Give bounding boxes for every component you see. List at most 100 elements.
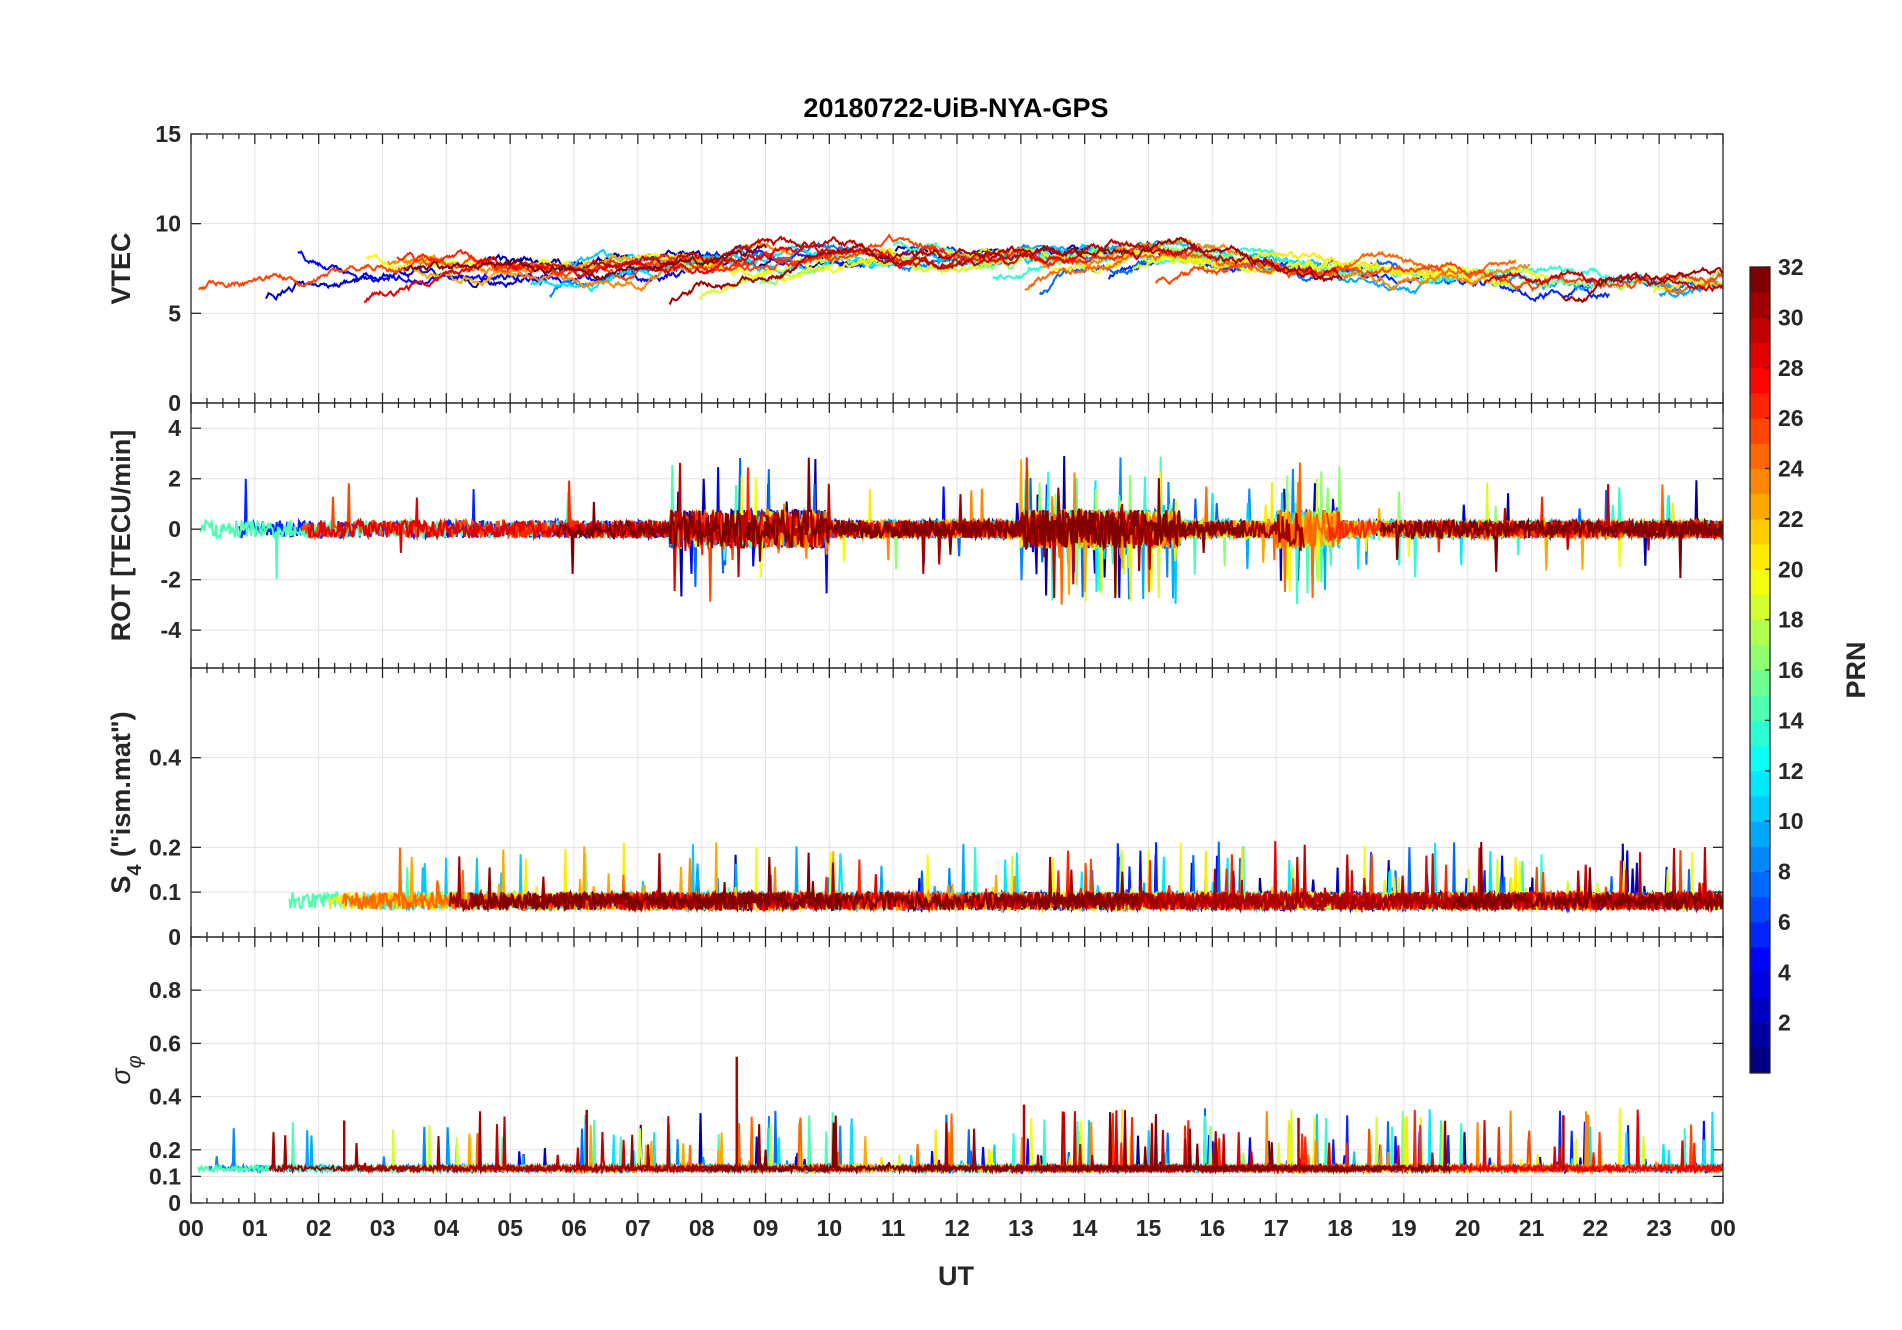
x-tick-label: 22: [1583, 1215, 1609, 1241]
colorbar-label: PRN: [1841, 641, 1871, 698]
x-tick-label: 18: [1327, 1215, 1353, 1241]
colorbar-band: [1750, 846, 1770, 872]
x-tick-label: 02: [306, 1215, 332, 1241]
x-tick-label: 08: [689, 1215, 715, 1241]
panel-s4: 0 0.1 0.2 0.4S4 ("ism.mat"): [106, 667, 1724, 950]
colorbar-tick-label: 6: [1778, 909, 1791, 935]
x-tick-label: 04: [434, 1215, 460, 1241]
y-tick-label: 4: [168, 415, 181, 441]
colorbar-band: [1750, 619, 1770, 646]
colorbar-band: [1750, 871, 1770, 898]
colorbar-tick-label: 8: [1778, 859, 1791, 885]
series-line-prn-32: [699, 1110, 1452, 1175]
series-sigma: [197, 1056, 1723, 1176]
colorbar-band: [1750, 569, 1770, 595]
y-tick-label: 10: [155, 211, 181, 237]
series-line-prn-32: [555, 457, 1245, 599]
series-line-prn-32: [1452, 841, 1723, 913]
x-tick-label: 14: [1072, 1215, 1098, 1241]
colorbar-band: [1750, 972, 1770, 998]
colorbar-band: [1750, 367, 1770, 394]
colorbar-band: [1750, 493, 1770, 520]
series-line-prn-31: [668, 236, 1343, 306]
y-tick-label: 0.4: [149, 1084, 181, 1110]
x-tick-label: 16: [1200, 1215, 1226, 1241]
y-tick-label: 0.1: [149, 1163, 181, 1189]
colorbar-tick-label: 28: [1778, 355, 1804, 381]
y-tick-label: 5: [168, 300, 181, 326]
series-line-prn-32: [469, 852, 1139, 913]
x-tick-label: 13: [1008, 1215, 1034, 1241]
x-tick-label: 07: [625, 1215, 651, 1241]
x-tick-label: 05: [497, 1215, 523, 1241]
x-tick-label: 17: [1263, 1215, 1289, 1241]
chart-title: 20180722-UiB-NYA-GPS: [803, 93, 1108, 123]
colorbar-tick-label: 26: [1778, 405, 1804, 431]
panel-rot: -4 -2 0 2 4 ROT [TECU/min]: [106, 402, 1724, 669]
x-tick-label: 12: [944, 1215, 970, 1241]
series-rot: [199, 455, 1723, 605]
x-tick-label: 03: [370, 1215, 396, 1241]
x-ticks-s4: [190, 668, 1724, 937]
series-line-prn-31: [1561, 266, 1723, 303]
colorbar-band: [1750, 1047, 1770, 1074]
y-tick-label: 0.2: [149, 834, 181, 860]
panel-sigma: 00.10.2 0.4 0.6 0.8 σφ: [106, 936, 1724, 1216]
colorbar-tick-label: 12: [1778, 758, 1804, 784]
x-tick-label: 06: [561, 1215, 587, 1241]
y-tick-label: 2: [168, 466, 181, 492]
grid-vtec: [190, 133, 1724, 404]
colorbar-band: [1750, 770, 1770, 797]
colorbar-tick-label: 30: [1778, 304, 1804, 330]
series-line-prn-32: [1379, 517, 1723, 579]
series-line-prn-32: [403, 243, 768, 281]
series-line-prn-30: [1403, 484, 1723, 551]
x-tick-label: 01: [242, 1215, 268, 1241]
colorbar-band: [1750, 342, 1770, 369]
y-axis-label-rot: ROT [TECU/min]: [106, 430, 136, 641]
x-tick-label: 10: [817, 1215, 843, 1241]
y-axis-label-s4: S4 ("ism.mat"): [106, 711, 146, 893]
colorbar-band: [1750, 594, 1770, 621]
series-line-prn-30: [338, 1116, 863, 1175]
colorbar-tick-label: 22: [1778, 506, 1804, 532]
series-s4: [288, 841, 1723, 914]
series-line-prn-26: [1154, 259, 1723, 293]
colorbar-band: [1750, 997, 1770, 1024]
series-line-prn-25: [457, 1113, 955, 1175]
colorbar-tick-label: 16: [1778, 657, 1804, 683]
x-ticks-rot: [190, 403, 1724, 668]
y-tick-label: -4: [161, 617, 182, 643]
y-tick-label: 0.2: [149, 1137, 181, 1163]
y-tick-label: 0: [168, 390, 181, 416]
colorbar-band: [1750, 468, 1770, 495]
x-tick-label: 09: [753, 1215, 779, 1241]
x-tick-label: 11: [881, 1215, 906, 1241]
y-tick-label: 0: [168, 924, 181, 950]
colorbar-tick-label: 10: [1778, 808, 1804, 834]
colorbar-band: [1750, 745, 1770, 772]
y-tick-label: 0.8: [149, 977, 181, 1003]
colorbar-tick-label: 32: [1778, 254, 1804, 280]
series-line-prn-24: [944, 238, 1531, 291]
y-tick-label: -2: [161, 567, 181, 593]
series-line-prn-14: [938, 1115, 1473, 1175]
series-line-prn-24: [905, 1110, 1663, 1175]
x-ticks-vtec: [190, 134, 1724, 403]
x-tick-label: 00: [1710, 1215, 1736, 1241]
colorbar-band: [1750, 267, 1770, 293]
colorbar-tick-label: 2: [1778, 1010, 1791, 1036]
colorbar-band: [1750, 317, 1770, 344]
colorbar-band: [1750, 644, 1770, 671]
colorbar-band: [1750, 720, 1770, 747]
series-vtec: [198, 233, 1723, 306]
colorbar-band: [1750, 392, 1770, 419]
colorbar-tick-label: 24: [1778, 456, 1804, 482]
x-tick-label: 21: [1519, 1215, 1545, 1241]
x-axis-label: UT: [938, 1261, 974, 1291]
panel-vtec: 0 5 10 15 VTEC: [106, 121, 1724, 416]
series-line-prn-12: [1321, 1109, 1723, 1175]
colorbar-band: [1750, 1022, 1770, 1049]
colorbar-tick-label: 18: [1778, 607, 1804, 633]
series-line-prn-31: [1023, 856, 1500, 914]
